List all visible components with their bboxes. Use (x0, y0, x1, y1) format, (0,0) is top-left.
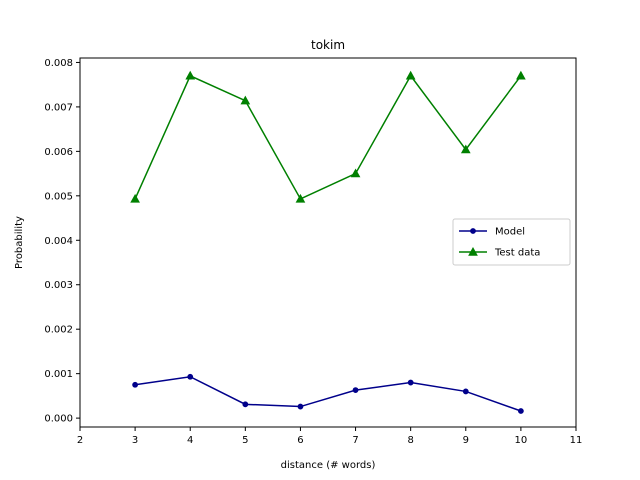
model-point (462, 388, 469, 395)
test-data-point (185, 70, 196, 80)
x-tick-label: 11 (570, 435, 583, 446)
test-data-point (460, 144, 471, 154)
model-point (297, 403, 304, 410)
legend: Model Test data (452, 218, 571, 266)
model-point (132, 381, 139, 388)
x-tick-label: 4 (187, 435, 193, 446)
x-tick-label: 9 (463, 435, 469, 446)
test-data-point (516, 70, 526, 80)
legend-model-marker (470, 228, 476, 234)
y-tick-label: 0.000 (44, 414, 73, 425)
test-data-line (134, 74, 522, 200)
x-tick-label: 2 (77, 435, 83, 446)
x-tick-label: 10 (515, 435, 528, 446)
test-data-point (130, 193, 140, 203)
x-tick-label: 8 (407, 435, 413, 446)
model-point (517, 408, 524, 414)
test-data-point (350, 168, 361, 178)
model-point (187, 373, 194, 380)
test-data-point (405, 70, 416, 80)
y-tick-label: 0.008 (44, 58, 73, 69)
x-tick-label: 5 (242, 435, 248, 446)
plot-area (130, 70, 526, 414)
legend-test-data-marker (468, 246, 478, 256)
y-tick-label: 0.001 (44, 369, 73, 380)
y-tick-label: 0.002 (44, 325, 73, 336)
legend-test-data-label: Test data (494, 248, 540, 259)
x-tick-label: 6 (297, 435, 303, 446)
model-point (352, 387, 359, 394)
model-point (407, 379, 414, 386)
test-data-point (240, 95, 251, 105)
y-tick-label: 0.003 (44, 280, 73, 291)
legend-model-label: Model (495, 227, 525, 238)
x-tick-label: 3 (132, 435, 138, 446)
y-tick-label: 0.006 (44, 147, 73, 158)
y-tick-label: 0.005 (44, 191, 73, 202)
x-axis-label: distance (# words) (281, 460, 376, 471)
model-point (242, 401, 249, 408)
y-axis-label: Probability (14, 216, 25, 269)
x-tick-label: 7 (352, 435, 358, 446)
test-data-point (295, 193, 306, 203)
y-tick-label: 0.007 (44, 102, 73, 113)
chart-title: tokim (311, 38, 345, 52)
model-line (135, 375, 522, 412)
plot-frame (79, 57, 577, 428)
y-tick-label: 0.004 (44, 236, 73, 247)
